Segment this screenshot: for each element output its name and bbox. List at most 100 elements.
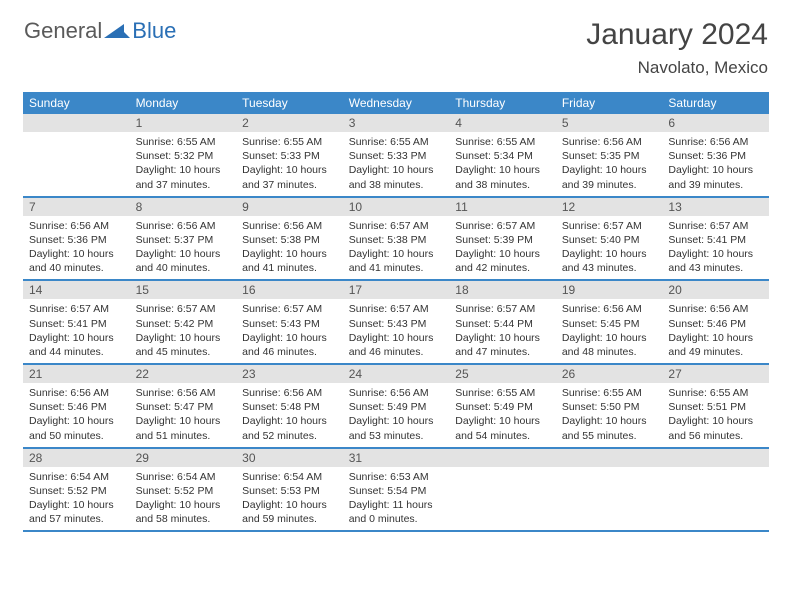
brand-text-general: General xyxy=(24,18,102,44)
brand-text-blue: Blue xyxy=(132,18,176,44)
day-details: Sunrise: 6:56 AMSunset: 5:46 PMDaylight:… xyxy=(23,383,130,447)
weekday-header-cell: Monday xyxy=(130,92,237,114)
day-number: 24 xyxy=(343,365,450,383)
day-number: 11 xyxy=(449,198,556,216)
day-number: 30 xyxy=(236,449,343,467)
calendar-day-cell: 19Sunrise: 6:56 AMSunset: 5:45 PMDayligh… xyxy=(556,281,663,363)
day-details: Sunrise: 6:56 AMSunset: 5:37 PMDaylight:… xyxy=(130,216,237,280)
calendar-day-cell xyxy=(556,449,663,531)
brand-logo: General Blue xyxy=(24,18,176,44)
calendar-day-cell: 31Sunrise: 6:53 AMSunset: 5:54 PMDayligh… xyxy=(343,449,450,531)
weekday-header-cell: Saturday xyxy=(662,92,769,114)
day-details: Sunrise: 6:57 AMSunset: 5:43 PMDaylight:… xyxy=(236,299,343,363)
weekday-header-cell: Sunday xyxy=(23,92,130,114)
day-details: Sunrise: 6:57 AMSunset: 5:42 PMDaylight:… xyxy=(130,299,237,363)
day-number: 19 xyxy=(556,281,663,299)
calendar-day-cell xyxy=(449,449,556,531)
day-number: 7 xyxy=(23,198,130,216)
weekday-header-row: SundayMondayTuesdayWednesdayThursdayFrid… xyxy=(23,92,769,114)
calendar-week-row: 28Sunrise: 6:54 AMSunset: 5:52 PMDayligh… xyxy=(23,449,769,533)
day-details: Sunrise: 6:54 AMSunset: 5:52 PMDaylight:… xyxy=(23,467,130,531)
day-number: 22 xyxy=(130,365,237,383)
calendar-day-cell: 4Sunrise: 6:55 AMSunset: 5:34 PMDaylight… xyxy=(449,114,556,196)
calendar-day-cell: 20Sunrise: 6:56 AMSunset: 5:46 PMDayligh… xyxy=(662,281,769,363)
day-details: Sunrise: 6:55 AMSunset: 5:51 PMDaylight:… xyxy=(662,383,769,447)
day-number: 16 xyxy=(236,281,343,299)
calendar-day-cell: 17Sunrise: 6:57 AMSunset: 5:43 PMDayligh… xyxy=(343,281,450,363)
calendar-day-cell: 6Sunrise: 6:56 AMSunset: 5:36 PMDaylight… xyxy=(662,114,769,196)
day-number: 21 xyxy=(23,365,130,383)
calendar-day-cell: 18Sunrise: 6:57 AMSunset: 5:44 PMDayligh… xyxy=(449,281,556,363)
day-details: Sunrise: 6:56 AMSunset: 5:47 PMDaylight:… xyxy=(130,383,237,447)
calendar-week-row: 1Sunrise: 6:55 AMSunset: 5:32 PMDaylight… xyxy=(23,114,769,198)
day-details: Sunrise: 6:54 AMSunset: 5:52 PMDaylight:… xyxy=(130,467,237,531)
calendar-day-cell: 14Sunrise: 6:57 AMSunset: 5:41 PMDayligh… xyxy=(23,281,130,363)
empty-day-header xyxy=(23,114,130,132)
day-number: 29 xyxy=(130,449,237,467)
calendar-week-row: 14Sunrise: 6:57 AMSunset: 5:41 PMDayligh… xyxy=(23,281,769,365)
calendar-day-cell xyxy=(23,114,130,196)
calendar-day-cell: 28Sunrise: 6:54 AMSunset: 5:52 PMDayligh… xyxy=(23,449,130,531)
empty-day-header xyxy=(662,449,769,467)
day-details: Sunrise: 6:56 AMSunset: 5:36 PMDaylight:… xyxy=(662,132,769,196)
day-details: Sunrise: 6:55 AMSunset: 5:49 PMDaylight:… xyxy=(449,383,556,447)
day-details: Sunrise: 6:55 AMSunset: 5:32 PMDaylight:… xyxy=(130,132,237,196)
day-details: Sunrise: 6:57 AMSunset: 5:39 PMDaylight:… xyxy=(449,216,556,280)
day-details: Sunrise: 6:57 AMSunset: 5:41 PMDaylight:… xyxy=(662,216,769,280)
calendar-week-row: 21Sunrise: 6:56 AMSunset: 5:46 PMDayligh… xyxy=(23,365,769,449)
day-details: Sunrise: 6:56 AMSunset: 5:48 PMDaylight:… xyxy=(236,383,343,447)
weekday-header-cell: Thursday xyxy=(449,92,556,114)
calendar-day-cell: 3Sunrise: 6:55 AMSunset: 5:33 PMDaylight… xyxy=(343,114,450,196)
day-details: Sunrise: 6:57 AMSunset: 5:43 PMDaylight:… xyxy=(343,299,450,363)
day-number: 15 xyxy=(130,281,237,299)
calendar-day-cell: 2Sunrise: 6:55 AMSunset: 5:33 PMDaylight… xyxy=(236,114,343,196)
day-number: 23 xyxy=(236,365,343,383)
day-number: 9 xyxy=(236,198,343,216)
day-details: Sunrise: 6:57 AMSunset: 5:40 PMDaylight:… xyxy=(556,216,663,280)
day-number: 14 xyxy=(23,281,130,299)
calendar-week-row: 7Sunrise: 6:56 AMSunset: 5:36 PMDaylight… xyxy=(23,198,769,282)
day-number: 10 xyxy=(343,198,450,216)
calendar-day-cell: 16Sunrise: 6:57 AMSunset: 5:43 PMDayligh… xyxy=(236,281,343,363)
title-block: January 2024 Navolato, Mexico xyxy=(586,18,768,78)
day-number: 3 xyxy=(343,114,450,132)
calendar-day-cell: 29Sunrise: 6:54 AMSunset: 5:52 PMDayligh… xyxy=(130,449,237,531)
day-number: 5 xyxy=(556,114,663,132)
calendar-day-cell xyxy=(662,449,769,531)
page-header: General Blue January 2024 Navolato, Mexi… xyxy=(0,0,792,86)
calendar-day-cell: 5Sunrise: 6:56 AMSunset: 5:35 PMDaylight… xyxy=(556,114,663,196)
day-details: Sunrise: 6:56 AMSunset: 5:36 PMDaylight:… xyxy=(23,216,130,280)
calendar-day-cell: 11Sunrise: 6:57 AMSunset: 5:39 PMDayligh… xyxy=(449,198,556,280)
day-details: Sunrise: 6:55 AMSunset: 5:33 PMDaylight:… xyxy=(236,132,343,196)
calendar-day-cell: 27Sunrise: 6:55 AMSunset: 5:51 PMDayligh… xyxy=(662,365,769,447)
calendar-day-cell: 22Sunrise: 6:56 AMSunset: 5:47 PMDayligh… xyxy=(130,365,237,447)
calendar-day-cell: 13Sunrise: 6:57 AMSunset: 5:41 PMDayligh… xyxy=(662,198,769,280)
calendar-day-cell: 25Sunrise: 6:55 AMSunset: 5:49 PMDayligh… xyxy=(449,365,556,447)
empty-day-header xyxy=(556,449,663,467)
calendar-day-cell: 23Sunrise: 6:56 AMSunset: 5:48 PMDayligh… xyxy=(236,365,343,447)
day-details: Sunrise: 6:56 AMSunset: 5:38 PMDaylight:… xyxy=(236,216,343,280)
calendar-day-cell: 10Sunrise: 6:57 AMSunset: 5:38 PMDayligh… xyxy=(343,198,450,280)
day-details: Sunrise: 6:57 AMSunset: 5:44 PMDaylight:… xyxy=(449,299,556,363)
day-details: Sunrise: 6:56 AMSunset: 5:45 PMDaylight:… xyxy=(556,299,663,363)
day-number: 4 xyxy=(449,114,556,132)
day-details: Sunrise: 6:55 AMSunset: 5:33 PMDaylight:… xyxy=(343,132,450,196)
day-number: 25 xyxy=(449,365,556,383)
calendar-day-cell: 12Sunrise: 6:57 AMSunset: 5:40 PMDayligh… xyxy=(556,198,663,280)
day-number: 27 xyxy=(662,365,769,383)
day-details: Sunrise: 6:56 AMSunset: 5:49 PMDaylight:… xyxy=(343,383,450,447)
month-title: January 2024 xyxy=(586,18,768,52)
day-number: 13 xyxy=(662,198,769,216)
day-number: 2 xyxy=(236,114,343,132)
day-details: Sunrise: 6:56 AMSunset: 5:35 PMDaylight:… xyxy=(556,132,663,196)
weekday-header-cell: Friday xyxy=(556,92,663,114)
day-number: 1 xyxy=(130,114,237,132)
day-number: 26 xyxy=(556,365,663,383)
day-number: 20 xyxy=(662,281,769,299)
day-number: 28 xyxy=(23,449,130,467)
location-subtitle: Navolato, Mexico xyxy=(586,58,768,78)
calendar-day-cell: 1Sunrise: 6:55 AMSunset: 5:32 PMDaylight… xyxy=(130,114,237,196)
calendar-day-cell: 24Sunrise: 6:56 AMSunset: 5:49 PMDayligh… xyxy=(343,365,450,447)
day-details: Sunrise: 6:56 AMSunset: 5:46 PMDaylight:… xyxy=(662,299,769,363)
day-number: 18 xyxy=(449,281,556,299)
